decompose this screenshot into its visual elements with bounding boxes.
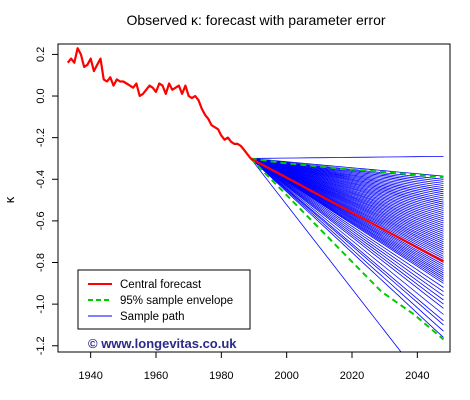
x-tick-label: 2020 bbox=[340, 370, 364, 382]
sample-path-line bbox=[250, 158, 444, 305]
central-forecast-line bbox=[250, 157, 445, 263]
plot-content bbox=[66, 47, 445, 352]
y-tick-label: 0.2 bbox=[35, 47, 47, 62]
x-tick-label: 1940 bbox=[78, 370, 102, 382]
sample-path-line bbox=[250, 158, 444, 301]
sample-path-line bbox=[250, 158, 444, 326]
sample-path-line bbox=[250, 158, 444, 292]
sample-path-line bbox=[250, 158, 444, 322]
y-tick-label: -0.6 bbox=[35, 211, 47, 230]
sample-envelope-line bbox=[250, 157, 444, 179]
legend-label-sample-path: Sample path bbox=[120, 311, 185, 323]
sample-path-line bbox=[250, 158, 444, 338]
sample-path-line bbox=[250, 158, 444, 288]
sample-path-line bbox=[250, 156, 444, 159]
observed-kappa-line bbox=[66, 47, 252, 160]
y-tick-label: -0.8 bbox=[35, 253, 47, 272]
sample-path-line bbox=[250, 158, 402, 352]
sample-path-line bbox=[250, 158, 444, 309]
sample-path-line bbox=[250, 158, 444, 332]
plot-frame bbox=[57, 43, 451, 353]
y-tick-label: -1.0 bbox=[35, 295, 47, 314]
sample-path-line bbox=[250, 158, 444, 199]
legend-label-central-forecast: Central forecast bbox=[120, 279, 202, 291]
x-tick-label: 1980 bbox=[209, 370, 233, 382]
y-tick-label: -0.2 bbox=[35, 128, 47, 147]
sample-path-line bbox=[250, 158, 444, 177]
copyright-watermark: © www.longevitas.co.uk bbox=[88, 336, 237, 351]
legend: Central forecast 95% sample envelope Sam… bbox=[77, 269, 251, 330]
y-axis-label: κ bbox=[2, 196, 17, 203]
sample-path-line bbox=[250, 158, 444, 315]
y-tick-label: 0.0 bbox=[35, 88, 47, 103]
sample-path-line bbox=[250, 158, 444, 209]
y-tick-label: -0.4 bbox=[35, 170, 47, 189]
x-axis: 1940 1960 1980 2000 2020 2040 bbox=[78, 352, 430, 382]
x-tick-label: 1960 bbox=[144, 370, 168, 382]
x-tick-label: 2040 bbox=[405, 370, 429, 382]
y-tick-label: -1.2 bbox=[35, 336, 47, 355]
sample-path-line bbox=[250, 158, 444, 284]
y-axis: 0.2 0.0 -0.2 -0.4 -0.6 -0.8 -1.0 -1.2 bbox=[35, 47, 58, 355]
sample-path-line bbox=[250, 158, 444, 297]
x-tick-label: 2000 bbox=[274, 370, 298, 382]
legend-label-envelope: 95% sample envelope bbox=[120, 295, 233, 307]
chart-title: Observed κ: forecast with parameter erro… bbox=[126, 12, 385, 28]
